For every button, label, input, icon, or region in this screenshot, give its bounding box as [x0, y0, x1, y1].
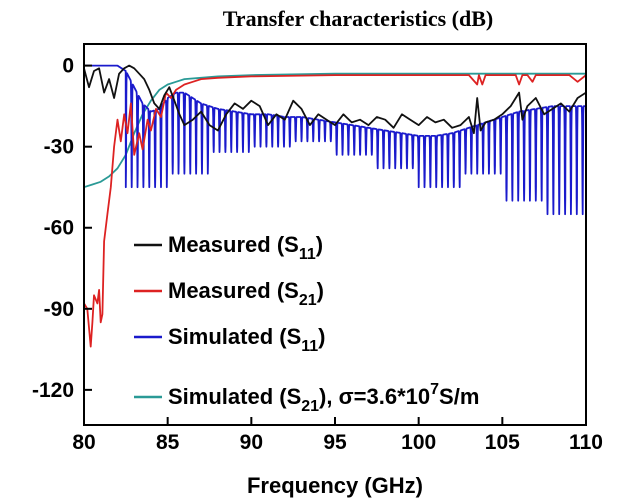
legend-entry-1: Measured (S21) — [168, 278, 324, 309]
series-layer — [84, 64, 586, 348]
y-tick-label: -90 — [44, 298, 74, 321]
legend-entry-0: Measured (S11) — [168, 232, 323, 263]
legend-entry-2: Simulated (S11) — [168, 324, 326, 355]
series-line-2 — [84, 64, 586, 216]
y-tick-label: -30 — [44, 136, 74, 159]
x-tick-label: 80 — [72, 431, 95, 454]
x-tick-label: 95 — [323, 431, 347, 454]
chart-title: Transfer characteristics (dB) — [223, 6, 493, 31]
plot-frame — [83, 43, 587, 426]
y-tick-label: 0 — [62, 55, 74, 78]
legend-entry-3: Simulated (S21), σ=3.6*107S/m — [168, 381, 479, 415]
y-tick-label: -60 — [44, 217, 74, 240]
x-tick-label: 110 — [569, 431, 603, 454]
series-line-0 — [84, 64, 586, 135]
x-tick-label: 90 — [240, 431, 263, 454]
y-axis: 0 -30 -60 -90 -120 — [32, 55, 92, 402]
x-tick-label: 100 — [401, 431, 436, 454]
y-tick-label: -120 — [32, 379, 74, 402]
x-tick-label: 85 — [156, 431, 180, 454]
x-axis: 80 85 90 95 100 105 110 — [72, 417, 603, 454]
legend: Measured (S11) Measured (S21) Simulated (S… — [134, 232, 479, 415]
x-tick-label: 105 — [485, 431, 520, 454]
series-line-3 — [84, 72, 586, 189]
x-axis-label: Frequency (GHz) — [247, 473, 423, 498]
series-line-1 — [84, 74, 586, 348]
